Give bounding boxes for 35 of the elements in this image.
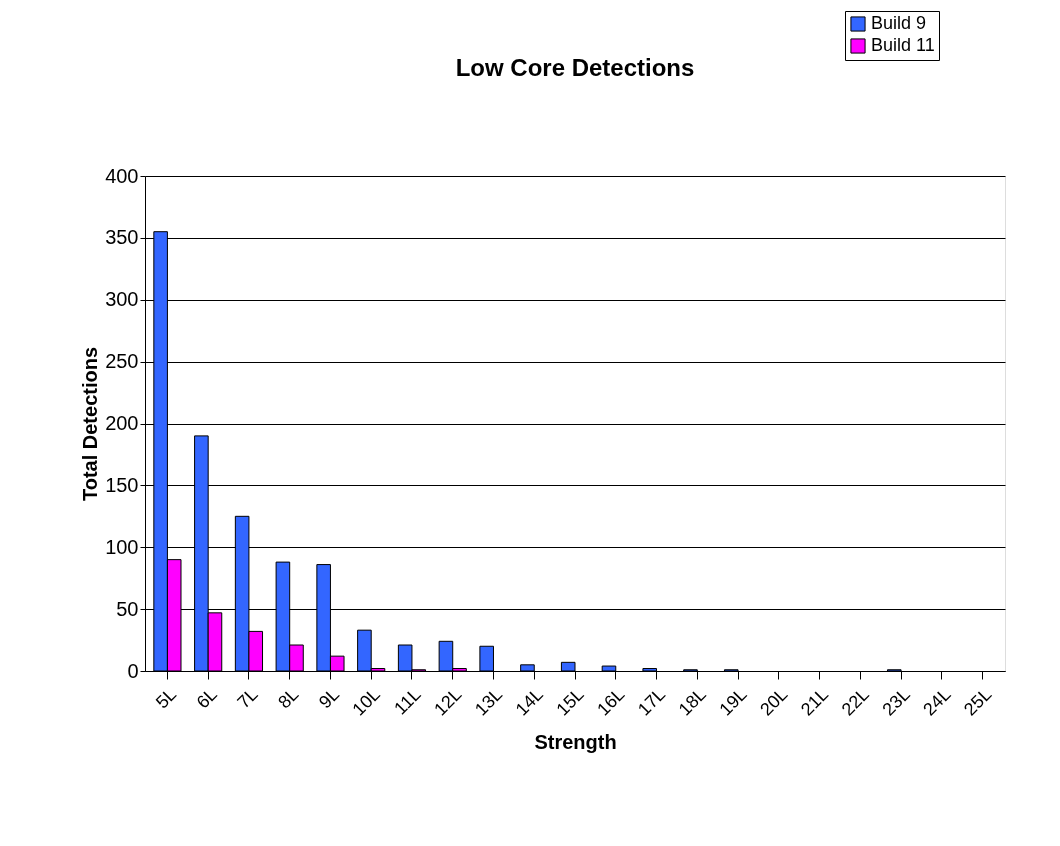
y-tick-label: 300: [105, 288, 139, 311]
y-tick-label: 400: [105, 164, 139, 187]
x-tick-label: 24L: [919, 684, 955, 720]
x-tick-label: 15L: [552, 684, 588, 720]
x-tick-label: 17L: [633, 684, 670, 720]
x-tick-label: 16L: [593, 684, 629, 720]
x-tick-label: 8L: [274, 684, 303, 713]
x-tick-label: 13L: [470, 684, 507, 720]
x-tick-label: 20L: [756, 684, 792, 720]
x-tick-label: 6L: [192, 684, 221, 713]
legend-label: Build 9: [871, 13, 927, 33]
legend-label: Build 11: [871, 35, 935, 55]
y-tick-label: 200: [105, 412, 139, 434]
y-tick-label: 150: [105, 473, 139, 496]
chart-title: Low Core Detections: [455, 53, 695, 81]
y-tick-label: 350: [105, 226, 139, 249]
x-tick-label: 14L: [511, 684, 547, 720]
y-tick-label: 100: [105, 535, 139, 558]
x-tick-label: 23L: [878, 684, 914, 720]
x-tick-label: 10L: [348, 684, 384, 720]
x-tick-label: 22L: [837, 684, 874, 720]
x-tick-label: 7L: [233, 684, 262, 713]
y-axis-title: Total Detections: [79, 346, 102, 502]
y-tick-label: 250: [105, 350, 139, 373]
x-tick-label: 9L: [314, 684, 344, 713]
x-axis-title: Strength: [534, 731, 617, 754]
x-tick-label: 19L: [715, 684, 751, 720]
x-tick-label: 21L: [796, 684, 833, 720]
x-tick-label: 18L: [674, 684, 710, 720]
x-tick-label: 12L: [430, 684, 466, 720]
x-tick-label: 11L: [390, 684, 425, 719]
y-tick-label: 0: [127, 659, 139, 682]
y-tick-label: 50: [116, 597, 139, 620]
x-tick-label: 5L: [151, 684, 181, 713]
x-tick-label: 25L: [959, 684, 996, 720]
